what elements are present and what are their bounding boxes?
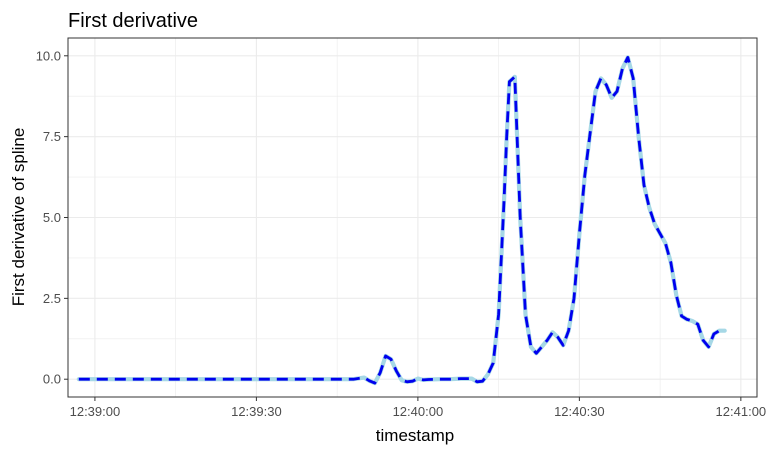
dashed-series-line [78,56,725,385]
y-axis-title: First derivative of spline [9,128,28,307]
y-tick-label: 5.0 [43,210,61,225]
y-tick-label: 7.5 [43,129,61,144]
y-tick-label: 10.0 [36,48,61,63]
x-axis: 12:39:00 12:39:30 12:40:00 12:40:30 12:41:00 [70,397,767,419]
x-axis-title: timestamp [376,426,454,445]
x-tick-label: 12:40:30 [554,404,605,419]
x-tick-label: 12:40:00 [393,404,444,419]
chart-title: First derivative [68,10,198,32]
y-tick-label: 2.5 [43,291,61,306]
y-axis: 0.0 2.5 5.0 7.5 10.0 [36,48,68,387]
y-tick-label: 0.0 [43,372,61,387]
series-layer [76,55,727,386]
x-tick-label: 12:41:00 [716,404,767,419]
x-tick-label: 12:39:30 [231,404,282,419]
minor-gridlines [68,38,757,397]
x-tick-label: 12:39:00 [70,404,121,419]
